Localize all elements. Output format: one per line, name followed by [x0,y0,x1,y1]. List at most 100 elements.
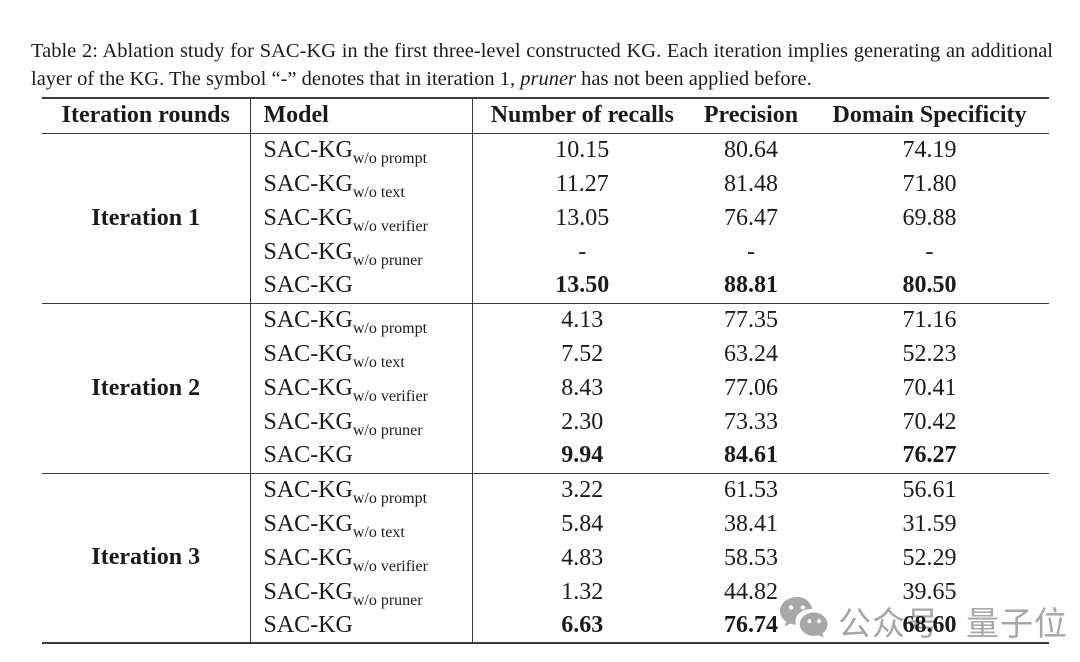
ablation-table-container: Iteration rounds Model Number of recalls… [42,97,1049,644]
domain-specificity-value: 52.29 [902,544,957,571]
table-caption: Table 2: Ablation study for SAC-KG in th… [31,37,1053,93]
iteration-3-group: Iteration 3 SAC-KGw/o prompt 3.22 61.53 … [42,473,1049,643]
domain-specificity-value: 70.42 [902,408,957,435]
model-variant-subscript: w/o text [352,353,405,371]
model-name: SAC-KG [263,578,353,605]
model-variant-subscript: w/o text [352,183,405,201]
domain-specificity-value: 76.27 [902,442,957,469]
watermark-label-2: 量子位 [966,604,1068,643]
caption-text-before: Table 2: Ablation study for SAC-KG in th… [31,39,1053,90]
model-name: SAC-KG [263,442,353,469]
table-row: Iteration 3 SAC-KGw/o prompt 3.22 61.53 … [42,473,1049,643]
precision-value: 58.53 [724,544,778,571]
model-name: SAC-KG [263,272,353,299]
table-row: SAC-KGw/o pruner 2.30 73.33 70.42 [42,405,1049,439]
model-name: SAC-KG [263,340,353,367]
recalls-value: 7.52 [561,340,604,367]
recalls-value: 3.22 [561,476,604,503]
model-variant-subscript: w/o pruner [352,251,423,269]
iteration-2-group: Iteration 2 SAC-KGw/o prompt 4.13 77.35 … [42,303,1049,473]
recalls-value: 4.83 [561,544,604,571]
model-name: SAC-KG [263,612,353,638]
col-header-precision: Precision [703,102,799,129]
model-variant-subscript: w/o prompt [352,319,428,337]
col-header-domain-specificity: Domain Specificity [832,102,1027,129]
recalls-value: 6.63 [561,612,604,638]
domain-specificity-value: 74.19 [902,136,957,163]
domain-specificity-value: - [925,238,934,265]
domain-specificity-value: 71.80 [902,170,957,197]
table-row: SAC-KG 13.50 88.81 80.50 [42,269,1049,303]
precision-value: - [747,238,755,265]
model-name: SAC-KG [263,374,353,401]
table-row: SAC-KGw/o text 11.27 81.48 71.80 [42,167,1049,201]
wechat-icon [778,596,830,646]
precision-value: 84.61 [724,442,778,469]
recalls-value: - [578,238,587,265]
precision-value: 88.81 [724,272,778,299]
recalls-value: 9.94 [561,442,604,469]
model-name: SAC-KG [263,136,353,163]
col-header-iteration-rounds: Iteration rounds [42,98,251,133]
model-variant-subscript: w/o verifier [352,387,428,405]
recalls-value: 4.13 [561,306,604,333]
precision-value: 76.74 [724,612,778,638]
model-variant-subscript: w/o pruner [352,421,423,439]
precision-value: 77.06 [724,374,778,401]
col-header-model: Model [250,98,473,133]
model-name: SAC-KG [263,544,353,571]
recalls-value: 2.30 [561,408,604,435]
domain-specificity-value: 39.65 [902,578,957,605]
table-row: SAC-KGw/o verifier 4.83 58.53 52.29 [42,541,1049,575]
model-name: SAC-KG [263,238,353,265]
domain-specificity-value: 52.23 [902,340,957,367]
model-variant-subscript: w/o pruner [352,591,423,609]
watermark: 公众号 量子位 [778,596,1068,646]
domain-specificity-value: 70.41 [902,374,957,401]
model-variant-subscript: w/o verifier [352,217,428,235]
domain-specificity-value: 68.60 [902,612,957,638]
model-variant-subscript: w/o text [352,523,405,541]
table-row: SAC-KGw/o verifier 13.05 76.47 69.88 [42,201,1049,235]
model-name: SAC-KG [263,306,353,333]
domain-specificity-value: 71.16 [902,306,957,333]
precision-value: 38.41 [724,510,778,537]
precision-value: 81.48 [724,170,778,197]
model-variant-subscript: w/o prompt [352,489,428,507]
precision-value: 73.33 [724,408,778,435]
recalls-value: 1.32 [561,578,604,605]
model-name: SAC-KG [263,408,353,435]
precision-value: 44.82 [724,578,778,605]
table-row: Iteration 1 SAC-KGw/o prompt 10.15 80.64… [42,133,1049,303]
model-name: SAC-KG [263,204,353,231]
table-row: SAC-KGw/o pruner - - - [42,235,1049,269]
model-variant-subscript: w/o verifier [352,557,428,575]
table-row: Iteration 2 SAC-KGw/o prompt 4.13 77.35 … [42,303,1049,473]
domain-specificity-value: 69.88 [902,204,957,231]
iteration-label: Iteration 3 [42,473,251,643]
col-header-number-of-recalls: Number of recalls [490,102,674,129]
precision-value: 80.64 [724,136,778,163]
domain-specificity-value: 56.61 [902,476,957,503]
header-row: Iteration rounds Model Number of recalls… [42,98,1049,133]
model-name: SAC-KG [263,170,353,197]
precision-value: 77.35 [724,306,778,333]
iteration-1-group: Iteration 1 SAC-KGw/o prompt 10.15 80.64… [42,133,1049,303]
table-row: SAC-KGw/o pruner 1.32 44.82 39.65 [42,575,1049,609]
watermark-label-1: 公众号 [838,604,940,643]
table-row: SAC-KGw/o text 7.52 63.24 52.23 [42,337,1049,371]
precision-value: 76.47 [724,204,778,231]
caption-italic-term: pruner [520,67,577,90]
table-row: SAC-KG 9.94 84.61 76.27 [42,439,1049,473]
model-variant-subscript: w/o prompt [352,149,428,167]
recalls-value: 11.27 [555,170,609,197]
domain-specificity-value: 80.50 [902,272,957,299]
table-row: SAC-KGw/o text 5.84 38.41 31.59 [42,507,1049,541]
precision-value: 63.24 [724,340,778,367]
precision-value: 61.53 [724,476,778,503]
recalls-value: 13.50 [555,272,610,299]
ablation-table: Iteration rounds Model Number of recalls… [42,97,1049,644]
table-row: SAC-KG 6.63 76.74 68.60 [42,609,1049,643]
table-header: Iteration rounds Model Number of recalls… [42,98,1049,133]
